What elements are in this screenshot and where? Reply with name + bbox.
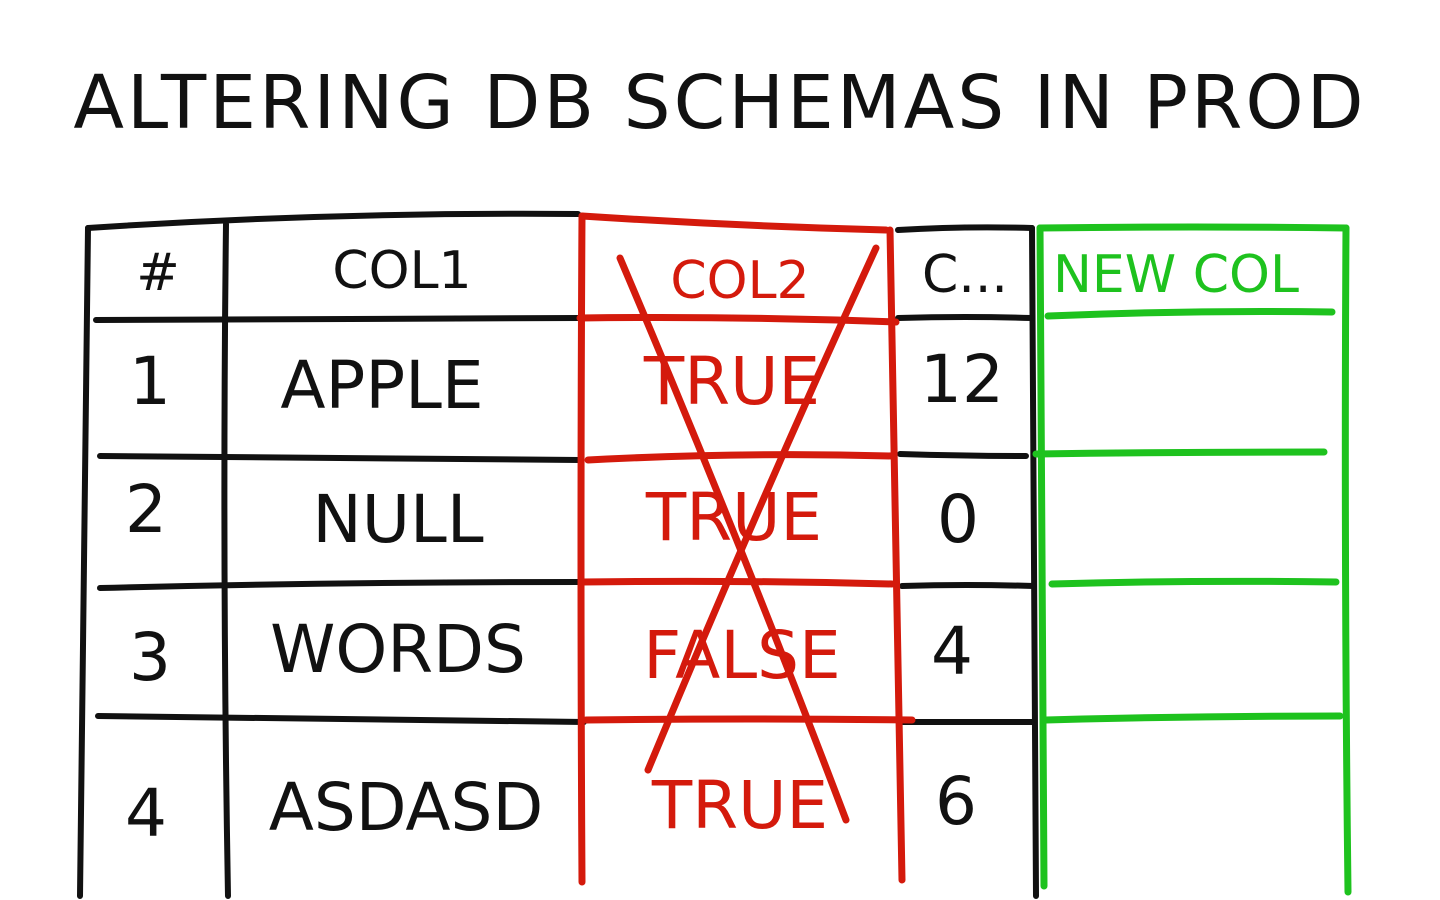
row-2-col1: NULL [312,481,483,558]
row-4-col1: ASDASD [269,769,544,846]
header-index: # [136,243,180,303]
row-4-col2: TRUE [651,767,828,844]
page-title: ALTERING DB SCHEMAS IN PROD [73,60,1366,146]
row-4-col3: 6 [935,763,977,840]
header-col2: COL2 [670,251,809,311]
row-1-index: 1 [129,343,171,420]
row-2-index: 2 [125,471,167,548]
added-column-outline [1032,223,1352,896]
removed-column-outline [576,212,916,886]
row-2-col2: TRUE [645,479,822,556]
row-3-col3: 4 [931,613,973,690]
row-4-index: 4 [125,775,167,852]
row-2-col3: 0 [937,481,979,558]
row-1-col3: 12 [920,341,1004,418]
row-1-col1: APPLE [280,347,483,424]
header-col3: C... [922,245,1008,305]
header-col1: COL1 [332,241,471,301]
row-3-index: 3 [129,619,171,696]
row-3-col2: FALSE [643,617,840,694]
strike-through-x [616,244,880,824]
table-grid [77,210,1039,899]
row-1-col2: TRUE [643,343,820,420]
row-3-col1: WORDS [270,611,526,688]
header-new-col: NEW COL [1053,245,1299,305]
